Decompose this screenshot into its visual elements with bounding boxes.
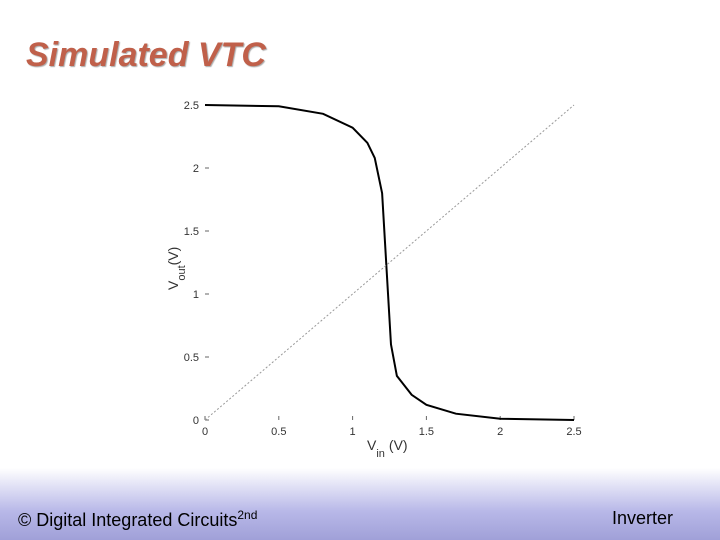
y-label-unit: (V) [165, 247, 181, 266]
x-label-main: V [367, 437, 377, 453]
x-tick-label: 1.5 [419, 426, 434, 438]
series-line [204, 104, 575, 421]
series-line [204, 104, 575, 421]
y-tick-label: 0 [193, 415, 199, 427]
footer-sup: 2nd [237, 508, 258, 522]
y-tick-label: 2.5 [184, 100, 199, 112]
x-axis-label: Vin (V) [367, 437, 408, 460]
footer-band [0, 468, 720, 540]
y-tick-label: 1 [193, 289, 199, 301]
y-tick-label: 0.5 [184, 352, 199, 364]
x-tick-label: 1 [350, 426, 356, 438]
footer-left: © Digital Integrated Circuits2nd [18, 508, 257, 531]
y-label-sub: out [176, 265, 188, 280]
footer-right: Inverter [612, 508, 674, 528]
y-label-main: V [165, 280, 181, 290]
x-tick-label: 2 [497, 426, 503, 438]
y-axis-label: Vout(V) [165, 247, 188, 290]
x-tick-label: 2.5 [566, 426, 581, 438]
slide-title: Simulated VTC [26, 36, 266, 74]
x-label-sub: in [376, 448, 385, 460]
x-label-unit: (V) [389, 437, 408, 453]
footer-text: © Digital Integrated Circuits [18, 510, 238, 530]
x-tick-label: 0 [202, 426, 208, 438]
x-tick-label: 0.5 [271, 426, 286, 438]
y-tick-label: 1.5 [184, 226, 199, 238]
y-tick-label: 2 [193, 163, 199, 175]
